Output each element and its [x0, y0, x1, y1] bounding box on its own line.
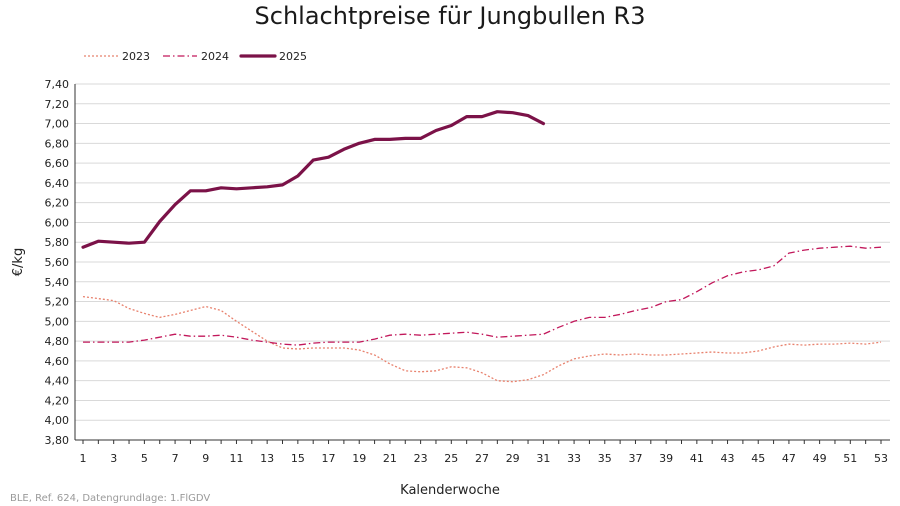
y-tick-label: 7,00: [45, 118, 70, 131]
y-tick-label: 6,20: [45, 197, 70, 210]
x-tick-label: 27: [475, 452, 489, 465]
y-tick-label: 5,00: [45, 315, 70, 328]
y-tick-label: 6,80: [45, 137, 70, 150]
x-tick-label: 51: [843, 452, 857, 465]
y-tick-label: 4,60: [45, 355, 70, 368]
x-tick-label: 45: [751, 452, 765, 465]
series-line-2023: [82, 295, 882, 383]
x-tick-label: 13: [260, 452, 274, 465]
x-tick-label: 7: [172, 452, 179, 465]
chart-title: Schlachtpreise für Jungbullen R3: [255, 2, 646, 30]
x-tick-label: 35: [598, 452, 612, 465]
x-tick-labels: 1 3 5 7 9 11 13 15 17 19 21 23 25 27 29 31 33 35 37 39 41 43 4…: [80, 452, 889, 465]
legend-label-2024: 2024: [201, 50, 229, 63]
y-tick-label: 4,80: [45, 335, 70, 348]
x-tick-label: 21: [383, 452, 397, 465]
x-tick-label: 15: [291, 452, 305, 465]
y-tick-labels: 3,80 4,00 4,20 4,40 4,60 4,80 5,00 5,20 5,40 5,60…: [45, 78, 70, 447]
y-axis-label: €/kg: [11, 248, 26, 276]
y-tick-label: 4,00: [45, 414, 70, 427]
y-tick-label: 4,20: [45, 394, 70, 407]
y-tick-label: 5,20: [45, 296, 70, 309]
x-tick-label: 1: [80, 452, 87, 465]
x-tick-label: 43: [721, 452, 735, 465]
legend: 2023 2024 2025: [84, 50, 307, 63]
x-axis-label: Kalenderwoche: [400, 483, 500, 498]
x-tick-label: 47: [782, 452, 796, 465]
x-tick-label: 33: [567, 452, 581, 465]
axes: [74, 84, 890, 444]
source-note: BLE, Ref. 624, Datengrundlage: 1.FlGDV: [10, 493, 210, 504]
legend-label-2025: 2025: [279, 50, 307, 63]
y-tick-label: 5,40: [45, 276, 70, 289]
series-lines: [81, 110, 882, 383]
y-tick-label: 5,80: [45, 236, 70, 249]
x-tick-label: 23: [414, 452, 428, 465]
y-tick-label: 3,80: [45, 434, 70, 447]
x-tick-label: 3: [110, 452, 117, 465]
y-tick-label: 4,40: [45, 375, 70, 388]
series-line-2024: [83, 245, 882, 346]
x-tick-label: 25: [444, 452, 458, 465]
x-tick-label: 19: [352, 452, 366, 465]
x-tick-label: 37: [628, 452, 642, 465]
y-tick-label: 6,00: [45, 216, 70, 229]
grid-lines: [75, 83, 890, 441]
x-tick-label: 41: [690, 452, 704, 465]
y-tick-label: 6,40: [45, 177, 70, 190]
x-tick-label: 11: [229, 452, 243, 465]
x-tick-label: 29: [506, 452, 520, 465]
x-tick-label: 31: [536, 452, 550, 465]
y-tick-label: 7,20: [45, 98, 70, 111]
x-tick-label: 5: [141, 452, 148, 465]
series-line-2025: [81, 110, 546, 249]
y-tick-label: 6,60: [45, 157, 70, 170]
y-tick-label: 5,60: [45, 256, 70, 269]
x-tick-label: 17: [322, 452, 336, 465]
x-tick-label: 9: [202, 452, 209, 465]
y-tick-label: 7,40: [45, 78, 70, 91]
legend-label-2023: 2023: [122, 50, 150, 63]
x-tick-label: 53: [874, 452, 888, 465]
x-tick-label: 49: [813, 452, 827, 465]
x-tick-label: 39: [659, 452, 673, 465]
